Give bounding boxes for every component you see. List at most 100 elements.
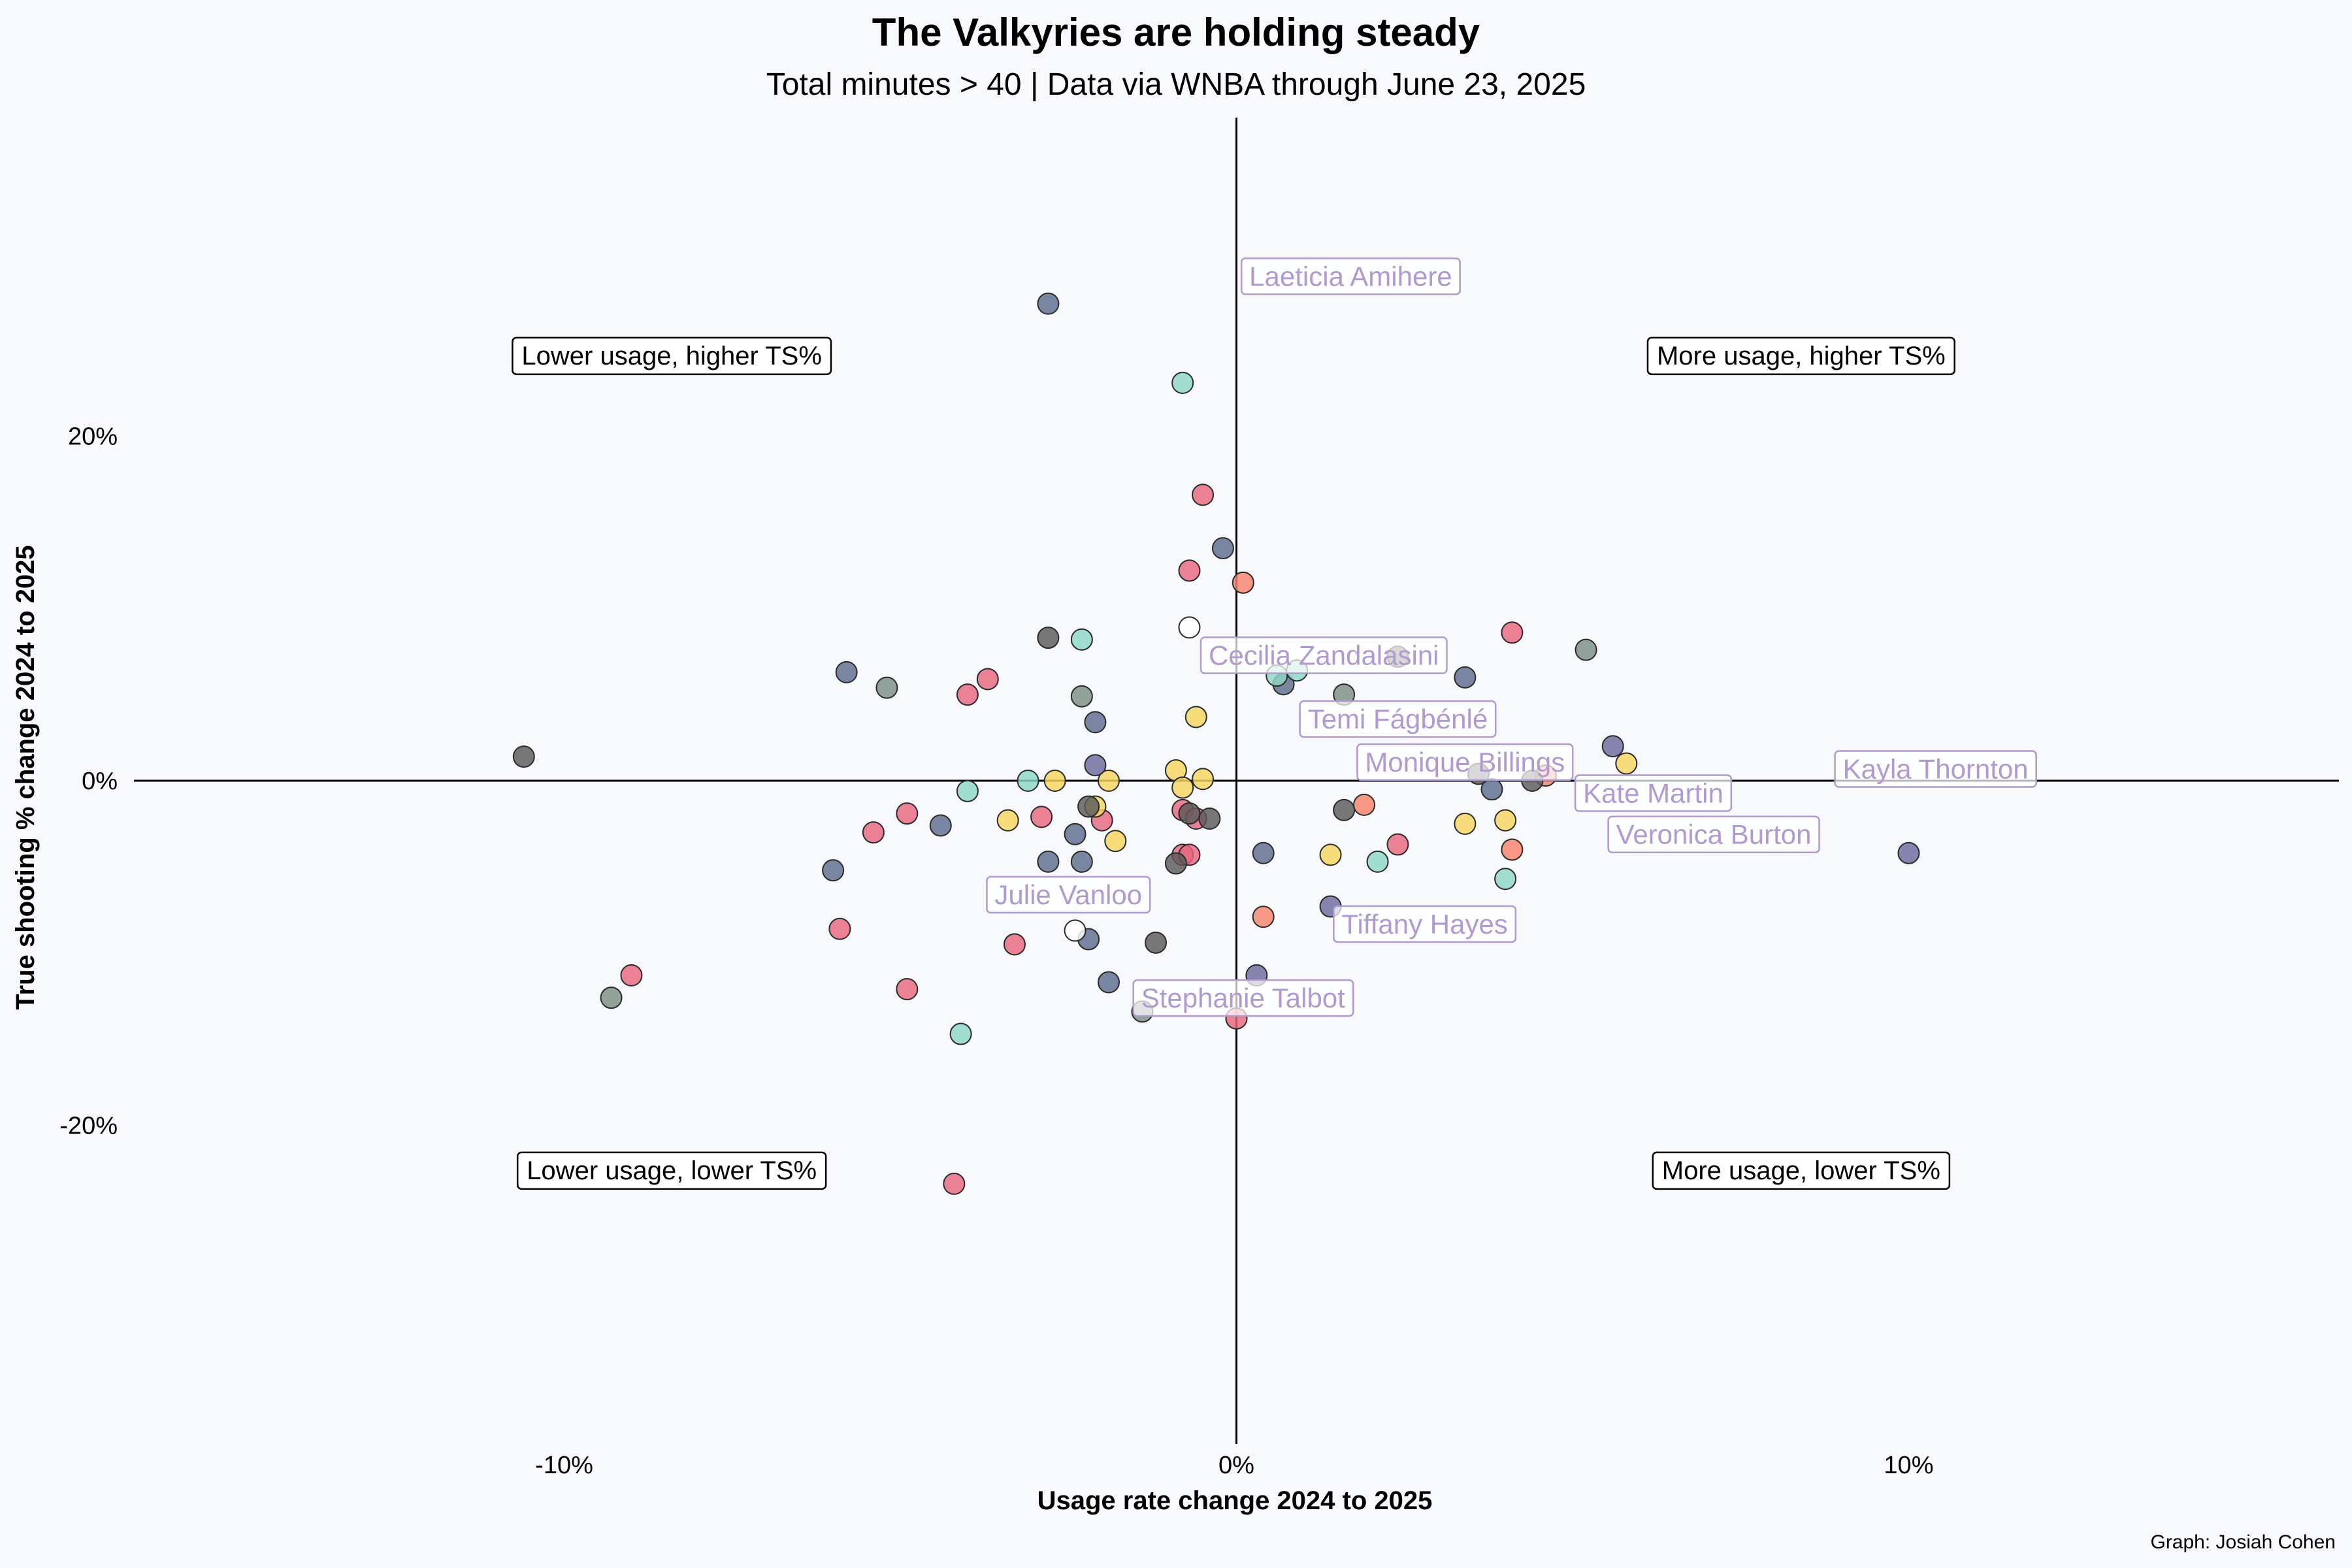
data-point xyxy=(512,745,535,768)
y-tick-label: 0% xyxy=(82,768,118,795)
data-point xyxy=(1084,711,1107,734)
quadrant-label-box xyxy=(516,1151,827,1190)
data-point xyxy=(1178,802,1201,825)
data-point xyxy=(956,683,979,706)
y-tick-label: 20% xyxy=(68,423,118,451)
data-point xyxy=(1615,752,1638,775)
quadrant-label-box xyxy=(512,336,832,376)
player-label-text: Laeticia Amihere xyxy=(1249,261,1452,292)
player-label-box xyxy=(1574,774,1733,812)
chart-title: The Valkyries are holding steady xyxy=(872,10,1480,54)
player-label-box xyxy=(1356,743,1574,781)
quadrant-label: Lower usage, lower TS% xyxy=(516,1151,827,1190)
data-point xyxy=(1232,571,1254,594)
quadrant-label: More usage, lower TS% xyxy=(1652,1151,1951,1190)
data-point xyxy=(1601,735,1624,758)
chart-subtitle: Total minutes > 40 | Data via WNBA throu… xyxy=(766,67,1586,102)
player-label-box xyxy=(1834,750,2037,788)
data-point xyxy=(1178,616,1201,639)
data-point xyxy=(1192,483,1215,506)
data-point xyxy=(956,779,979,802)
data-point xyxy=(1077,795,1100,818)
player-label-text: Cecilia Zandalasini xyxy=(1209,640,1439,671)
data-point xyxy=(1353,793,1376,816)
data-point xyxy=(1145,931,1168,954)
data-point xyxy=(1043,770,1066,792)
player-label: Monique Billings xyxy=(1356,743,1574,781)
data-point xyxy=(600,987,623,1009)
player-label-box xyxy=(986,875,1151,914)
data-point xyxy=(1104,830,1127,853)
quadrant-label-box xyxy=(1652,1151,1951,1190)
data-point xyxy=(1184,706,1207,728)
player-label-box xyxy=(1200,636,1448,674)
player-label: Laeticia Amihere xyxy=(1240,257,1461,295)
data-point xyxy=(1178,559,1201,582)
data-point xyxy=(943,1172,966,1195)
quadrant-label-text: Lower usage, lower TS% xyxy=(527,1156,817,1185)
data-point xyxy=(1064,823,1086,845)
data-point xyxy=(1171,776,1194,799)
data-point xyxy=(875,676,898,699)
player-label-text: Kayla Thornton xyxy=(1843,754,2029,785)
data-point xyxy=(1030,806,1053,828)
player-label-text: Julie Vanloo xyxy=(994,879,1142,910)
player-label-box xyxy=(1299,700,1497,738)
data-point xyxy=(1192,768,1215,791)
data-point xyxy=(996,809,1019,832)
quadrant-label-text: Lower usage, higher TS% xyxy=(521,342,822,370)
quadrant-label-box xyxy=(1646,336,1955,376)
player-label-text: Monique Billings xyxy=(1365,747,1565,777)
data-point xyxy=(1386,833,1409,856)
data-point xyxy=(976,668,999,691)
data-point xyxy=(1070,850,1093,873)
y-tick-label: -20% xyxy=(59,1112,118,1139)
quadrant-label-text: More usage, lower TS% xyxy=(1662,1156,1940,1185)
x-tick-label: 0% xyxy=(1218,1452,1254,1479)
data-point xyxy=(1017,770,1039,792)
data-point xyxy=(862,821,885,844)
data-point xyxy=(1037,292,1060,315)
player-label: Cecilia Zandalasini xyxy=(1200,636,1448,674)
data-point xyxy=(1319,843,1342,866)
data-point xyxy=(1064,919,1086,942)
player-label-text: Stephanie Talbot xyxy=(1141,983,1345,1013)
player-label-text: Tiffany Hayes xyxy=(1341,909,1507,939)
data-point xyxy=(835,661,858,683)
data-point xyxy=(1575,638,1597,661)
player-label-box xyxy=(1607,815,1820,853)
data-point xyxy=(1454,666,1477,689)
tick-labels: -10% 0% 10% 20% 0% -20% xyxy=(59,423,1933,1479)
data-point xyxy=(620,964,643,987)
data-point xyxy=(1037,850,1060,873)
data-point xyxy=(1252,906,1275,928)
data-point xyxy=(1897,841,1920,864)
data-point xyxy=(828,917,851,940)
player-label-text: Veronica Burton xyxy=(1616,819,1812,850)
quadrant-label: Lower usage, higher TS% xyxy=(512,336,832,376)
player-labels: Laeticia Amihere Cecilia Zandalasini Temi … xyxy=(986,257,2037,1017)
data-point xyxy=(1198,808,1221,830)
player-label-text: Kate Martin xyxy=(1583,777,1723,808)
data-point xyxy=(1252,841,1275,864)
data-point xyxy=(822,859,845,882)
x-axis-label: Usage rate change 2024 to 2025 xyxy=(1037,1486,1433,1515)
data-points xyxy=(512,292,1920,1195)
x-tick-label: 10% xyxy=(1884,1452,1933,1479)
player-label: Stephanie Talbot xyxy=(1132,979,1354,1017)
quadrant-label: More usage, higher TS% xyxy=(1646,336,1955,376)
quadrant-labels: Lower usage, higher TS% More usage, highe… xyxy=(512,336,1955,1190)
player-label-box xyxy=(1240,257,1461,295)
data-point xyxy=(1070,628,1093,651)
player-label: Kayla Thornton xyxy=(1834,750,2037,788)
data-point xyxy=(1366,850,1389,873)
player-label: Temi Fágbénlé xyxy=(1299,700,1497,738)
player-label: Tiffany Hayes xyxy=(1333,905,1517,943)
data-point xyxy=(896,978,919,1000)
data-point xyxy=(1501,838,1524,861)
player-label: Julie Vanloo xyxy=(986,875,1151,914)
player-label-box xyxy=(1132,979,1354,1017)
player-label-box xyxy=(1333,905,1517,943)
data-point xyxy=(1501,621,1524,644)
